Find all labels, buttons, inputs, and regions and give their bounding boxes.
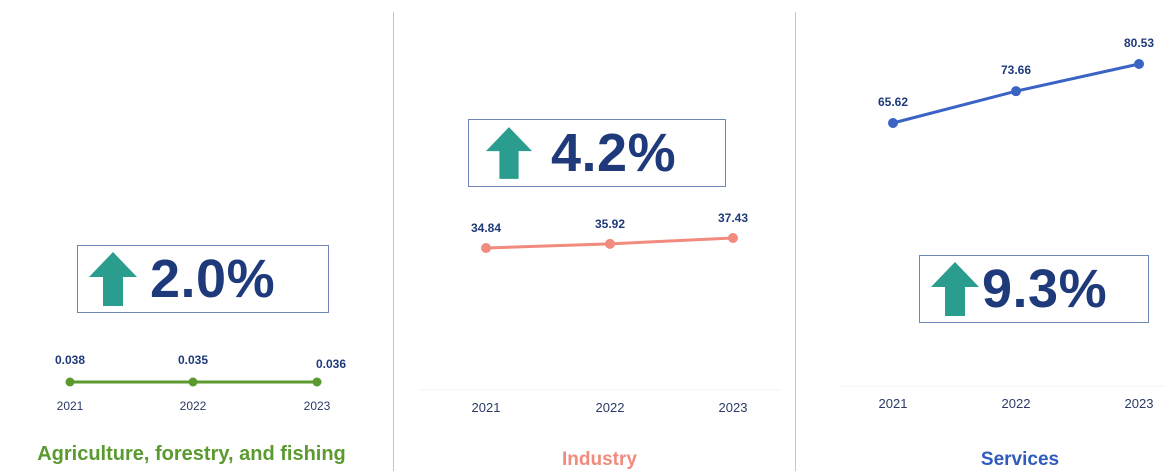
agriculture-line-chart: 0.038 2021 0.035 2022 0.036 2023 bbox=[55, 353, 346, 413]
data-label: 0.036 bbox=[316, 357, 346, 371]
data-point bbox=[188, 377, 198, 387]
x-tick-label: 2022 bbox=[1002, 396, 1031, 411]
x-tick-label: 2022 bbox=[596, 400, 625, 415]
data-label: 73.66 bbox=[1001, 63, 1031, 77]
up-arrow-icon bbox=[485, 127, 533, 179]
x-tick-label: 2023 bbox=[719, 400, 748, 415]
data-label: 0.038 bbox=[55, 353, 85, 367]
data-label: 34.84 bbox=[471, 221, 501, 235]
x-tick-label: 2023 bbox=[304, 399, 331, 413]
services-panel-title: Services bbox=[980, 449, 1060, 470]
x-tick-label: 2022 bbox=[180, 399, 207, 413]
x-tick-label: 2021 bbox=[879, 396, 908, 411]
data-label: 80.53 bbox=[1124, 36, 1154, 50]
industry-panel-title: Industry bbox=[562, 449, 637, 470]
up-arrow-icon bbox=[931, 262, 979, 316]
services-growth-value: 9.3% bbox=[982, 259, 1108, 319]
industry-growth-box: 4.2% bbox=[468, 119, 726, 187]
industry-growth-value: 4.2% bbox=[551, 123, 677, 183]
data-point bbox=[1011, 86, 1021, 97]
data-label: 0.035 bbox=[178, 353, 208, 367]
data-point bbox=[888, 118, 898, 128]
data-point bbox=[481, 243, 491, 253]
panel-divider-2 bbox=[795, 12, 796, 471]
services-line-chart: 65.62 2021 73.66 2022 80.53 2023 bbox=[840, 36, 1165, 411]
x-tick-label: 2023 bbox=[1125, 396, 1154, 411]
data-point bbox=[65, 377, 75, 387]
data-label: 35.92 bbox=[595, 217, 625, 231]
agriculture-panel-title: Agriculture, forestry, and fishing bbox=[37, 443, 346, 465]
services-growth-box: 9.3% bbox=[919, 255, 1149, 323]
up-arrow-icon bbox=[89, 252, 137, 306]
x-tick-label: 2021 bbox=[472, 400, 501, 415]
panel-divider-1 bbox=[393, 12, 394, 471]
industry-line-chart: 34.84 2021 35.92 2022 37.43 2023 bbox=[420, 211, 780, 415]
x-tick-label: 2021 bbox=[57, 399, 84, 413]
agriculture-growth-value: 2.0% bbox=[150, 249, 276, 309]
data-label: 65.62 bbox=[878, 95, 908, 109]
data-point bbox=[728, 233, 738, 243]
data-point bbox=[312, 377, 322, 387]
data-label: 37.43 bbox=[718, 211, 748, 225]
data-point bbox=[1134, 59, 1144, 69]
agriculture-growth-box: 2.0% bbox=[77, 245, 329, 313]
data-point bbox=[605, 238, 615, 249]
